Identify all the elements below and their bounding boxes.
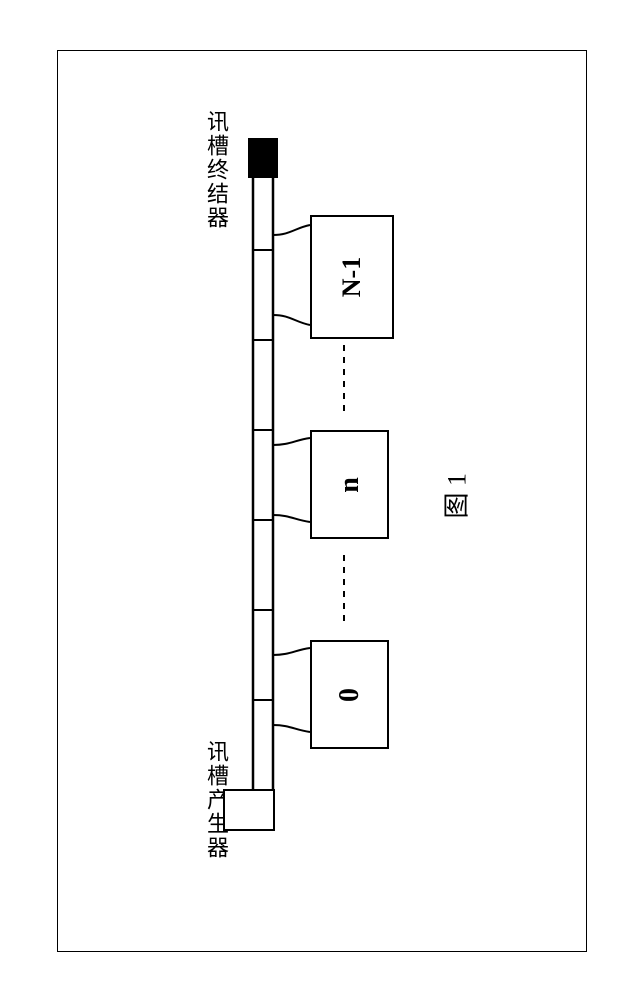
node-0: 0 (310, 640, 389, 749)
node-0-label: 0 (334, 688, 366, 702)
node-n-label: n (333, 477, 365, 493)
node-n: n (310, 430, 389, 539)
node-N-1: N-1 (310, 215, 394, 339)
node-N-1-label: N-1 (337, 257, 367, 297)
